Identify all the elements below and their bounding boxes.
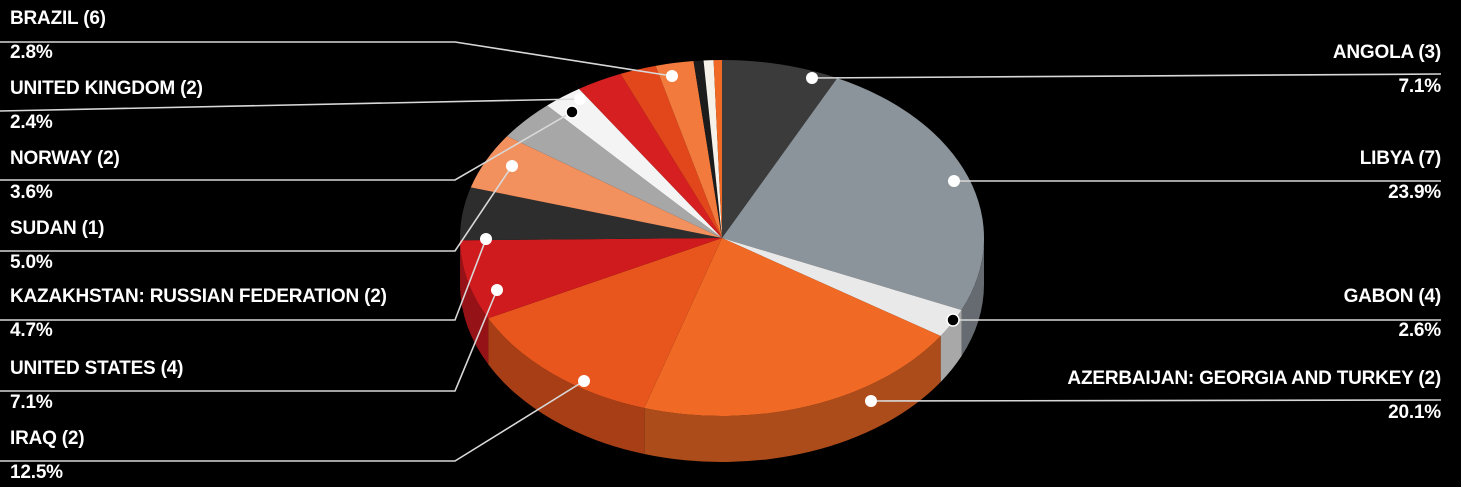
callout-dot-3 xyxy=(865,395,877,407)
slice-name: UNITED STATES (4) xyxy=(10,358,184,379)
callout-dot-6 xyxy=(480,233,492,245)
pie-slice-8 xyxy=(507,105,722,239)
callout-dot-0 xyxy=(806,72,818,84)
callout-line-10 xyxy=(0,41,673,77)
callout-line-7 xyxy=(0,165,513,252)
pie-slice-11 xyxy=(620,65,722,238)
slice-value: 7.1% xyxy=(1398,76,1441,97)
slice-label-9: UNITED KINGDOM (2) 2.4% xyxy=(10,78,203,134)
callout-line-4 xyxy=(0,380,585,462)
callout-dot-5 xyxy=(491,284,503,296)
pie-side-3 xyxy=(644,336,941,462)
pie-slice-15 xyxy=(713,60,722,238)
slice-name: BRAZIL (6) xyxy=(10,8,106,29)
slice-label-6: KAZAKHSTAN: RUSSIAN FEDERATION (2) 4.7% xyxy=(10,286,387,342)
callout-line-6 xyxy=(0,238,487,321)
slice-label-3: AZERBAIJAN: GEORGIA AND TURKEY (2) 20.1% xyxy=(1067,368,1441,424)
slice-value: 2.6% xyxy=(1398,320,1441,341)
pie-slice-5 xyxy=(460,238,722,319)
slice-label-0: ANGOLA (3) 7.1% xyxy=(1333,42,1441,98)
callout-line-5 xyxy=(0,289,498,392)
pie-slice-6 xyxy=(460,187,722,241)
pie-slice-3 xyxy=(644,238,941,416)
callout-line-9 xyxy=(0,98,581,112)
slice-name: UNITED KINGDOM (2) xyxy=(10,78,203,99)
slice-label-10: BRAZIL (6) 2.8% xyxy=(10,8,106,64)
slice-value: 23.9% xyxy=(1388,182,1441,203)
slice-name: KAZAKHSTAN: RUSSIAN FEDERATION (2) xyxy=(10,286,387,307)
pie-slice-10 xyxy=(579,73,722,238)
callout-line-3 xyxy=(870,399,1442,402)
callout-dot-10 xyxy=(666,70,678,82)
slice-name: IRAQ (2) xyxy=(10,428,85,449)
pie-slice-4 xyxy=(488,238,722,408)
slice-value: 7.1% xyxy=(10,392,53,413)
slice-value: 20.1% xyxy=(1388,402,1441,423)
pie-slice-1 xyxy=(722,78,985,311)
callout-dot-1 xyxy=(948,175,960,187)
pie-side-4 xyxy=(488,318,645,454)
slice-label-5: UNITED STATES (4) 7.1% xyxy=(10,358,183,414)
slice-label-8: NORWAY (2) 3.6% xyxy=(10,148,120,204)
pie-side-1 xyxy=(961,238,984,357)
pie-side-2 xyxy=(940,310,962,383)
slice-value: 5.0% xyxy=(10,252,53,273)
slice-name: GABON (4) xyxy=(1343,286,1442,307)
slice-name: SUDAN (1) xyxy=(10,218,105,239)
slice-label-4: IRAQ (2) 12.5% xyxy=(10,428,85,484)
slice-value: 3.6% xyxy=(10,182,53,203)
slice-name: NORWAY (2) xyxy=(10,148,120,169)
slice-label-2: GABON (4) 2.6% xyxy=(1343,286,1442,342)
slice-value: 2.8% xyxy=(10,42,53,63)
slice-name: LIBYA (7) xyxy=(1359,148,1441,169)
pie-slice-0 xyxy=(722,60,838,238)
callout-line-0 xyxy=(811,73,1442,79)
slice-name: AZERBAIJAN: GEORGIA AND TURKEY (2) xyxy=(1067,368,1441,389)
slice-name: ANGOLA (3) xyxy=(1332,42,1441,63)
pie-slice-9 xyxy=(547,88,722,239)
callout-dot-4 xyxy=(578,375,590,387)
pie-slice-12 xyxy=(655,61,722,239)
slice-label-7: SUDAN (1) 5.0% xyxy=(10,218,104,274)
callout-dot-9 xyxy=(574,93,586,105)
slice-value: 4.7% xyxy=(10,320,53,341)
slice-value: 2.4% xyxy=(10,112,53,133)
slice-label-1: LIBYA (7) 23.9% xyxy=(1360,148,1441,204)
callout-dot-2 xyxy=(946,313,960,327)
pie-slice-13 xyxy=(693,60,722,238)
slice-value: 12.5% xyxy=(10,462,63,483)
callout-line-8 xyxy=(0,111,573,181)
callout-dot-7 xyxy=(506,160,518,172)
pie-slice-7 xyxy=(470,136,722,238)
callout-dot-8 xyxy=(565,105,579,119)
pie-side-5 xyxy=(460,240,489,365)
pie-slice-2 xyxy=(722,238,962,337)
pie-slice-14 xyxy=(703,60,722,238)
